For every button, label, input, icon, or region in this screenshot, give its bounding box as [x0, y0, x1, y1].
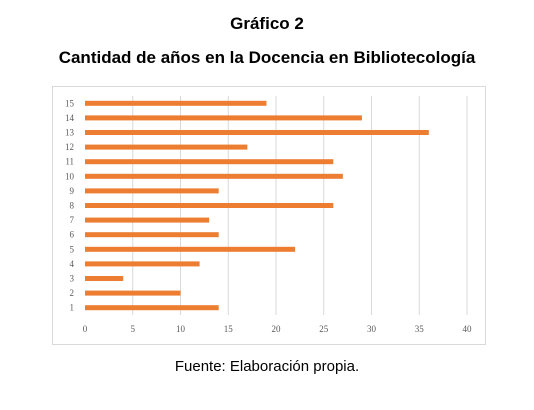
x-tick-label: 30	[367, 324, 377, 334]
bar-6	[85, 232, 219, 238]
x-tick-labels: 0 5 10 15 20 25 30 35 40	[83, 324, 472, 334]
x-tick-label: 5	[131, 324, 136, 334]
bar-3	[85, 276, 124, 281]
bar-8	[85, 203, 334, 208]
y-tick-label: 13	[65, 128, 75, 138]
x-tick-label: 20	[272, 324, 282, 334]
x-tick-label: 15	[224, 324, 234, 334]
y-tick-label: 4	[70, 259, 75, 269]
bar-1	[85, 305, 219, 311]
y-tick-label: 5	[70, 244, 75, 254]
y-tick-label: 9	[70, 186, 75, 196]
y-tick-label: 7	[70, 215, 75, 225]
x-tick-label: 35	[415, 324, 425, 334]
x-tick-label: 10	[176, 324, 186, 334]
chart-area: 1 2 3 4 5 6 7 8 9 10 11 12 13 14 15 0 5 10 15 20 25 30 35 40	[52, 86, 486, 345]
y-tick-label: 15	[65, 98, 75, 108]
bar-15	[85, 100, 267, 106]
y-tick-label: 2	[70, 288, 75, 298]
y-tick-label: 10	[65, 171, 75, 181]
y-tick-label: 14	[65, 113, 75, 123]
bar-7	[85, 217, 210, 223]
y-tick-label: 1	[70, 303, 75, 313]
bar-9	[85, 188, 219, 194]
y-tick-label: 8	[70, 201, 75, 211]
x-tick-label: 40	[463, 324, 473, 334]
bars	[85, 100, 429, 311]
bar-2	[85, 290, 181, 296]
y-tick-label: 6	[70, 230, 75, 240]
bar-5	[85, 246, 296, 252]
chart-title: Cantidad de años en la Docencia en Bibli…	[58, 48, 476, 67]
y-tick-label: 3	[70, 274, 75, 284]
bar-11	[85, 159, 334, 165]
y-tick-label: 11	[65, 157, 74, 167]
y-tick-label: 12	[65, 142, 74, 152]
bar-4	[85, 261, 200, 267]
figure-label: Gráfico 2	[230, 14, 304, 33]
bar-14	[85, 115, 362, 121]
bar-13	[85, 130, 429, 135]
source-note: Fuente: Elaboración propia.	[174, 358, 360, 375]
bar-10	[85, 173, 343, 179]
x-tick-label: 0	[83, 324, 88, 334]
x-tick-label: 25	[319, 324, 329, 334]
bar-12	[85, 144, 248, 150]
